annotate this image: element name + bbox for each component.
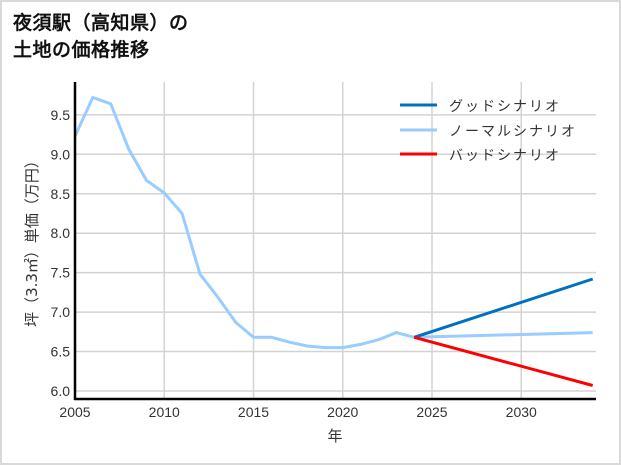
grid-lines	[75, 82, 596, 399]
legend-label-bad: バッドシナリオ	[449, 148, 561, 164]
x-tick-label: 2030	[506, 404, 537, 420]
series-line-bad	[413, 335, 594, 387]
x-tick-label: 2015	[238, 404, 269, 420]
y-tick-label: 7.0	[51, 304, 71, 320]
legend-item-bad: バッドシナリオ	[400, 148, 561, 164]
chart-title: 夜須駅（高知県）の 土地の価格推移	[13, 10, 189, 64]
y-tick-label: 9.5	[51, 107, 71, 123]
legend-label-normal: ノーマルシナリオ	[449, 124, 577, 140]
legend-item-normal: ノーマルシナリオ	[400, 124, 577, 140]
y-tick-label: 8.5	[51, 186, 71, 202]
axes	[73, 82, 596, 401]
y-tick-label: 6.0	[51, 383, 71, 399]
chart-title-line2: 土地の価格推移	[13, 39, 150, 61]
x-axis-label: 年	[327, 427, 342, 445]
x-tick-label: 2010	[149, 404, 180, 420]
x-tick-label: 2025	[416, 404, 447, 420]
legend-item-good: グッドシナリオ	[400, 99, 561, 115]
legend-label-good: グッドシナリオ	[449, 99, 561, 115]
y-tick-label: 6.5	[51, 344, 71, 360]
y-tick-label: 7.5	[51, 265, 71, 281]
series-line-good	[413, 277, 594, 339]
y-tick-label: 9.0	[51, 146, 71, 162]
series-line-normal	[73, 95, 593, 350]
x-tick-label: 2005	[59, 404, 90, 420]
y-axis-label: 坪（3.3㎡）単価（万円）	[23, 153, 41, 327]
y-tick-label: 8.0	[51, 225, 71, 241]
series-lines	[73, 95, 594, 387]
x-tick-label: 2020	[327, 404, 358, 420]
y-tick-labels: 6.0 6.5 7.0 7.5 8.0 8.5 9.0 9.5	[51, 107, 71, 399]
chart-title-line1: 夜須駅（高知県）の	[13, 12, 189, 34]
x-tick-labels: 2005 2010 2015 2020 2025 2030	[59, 404, 537, 420]
